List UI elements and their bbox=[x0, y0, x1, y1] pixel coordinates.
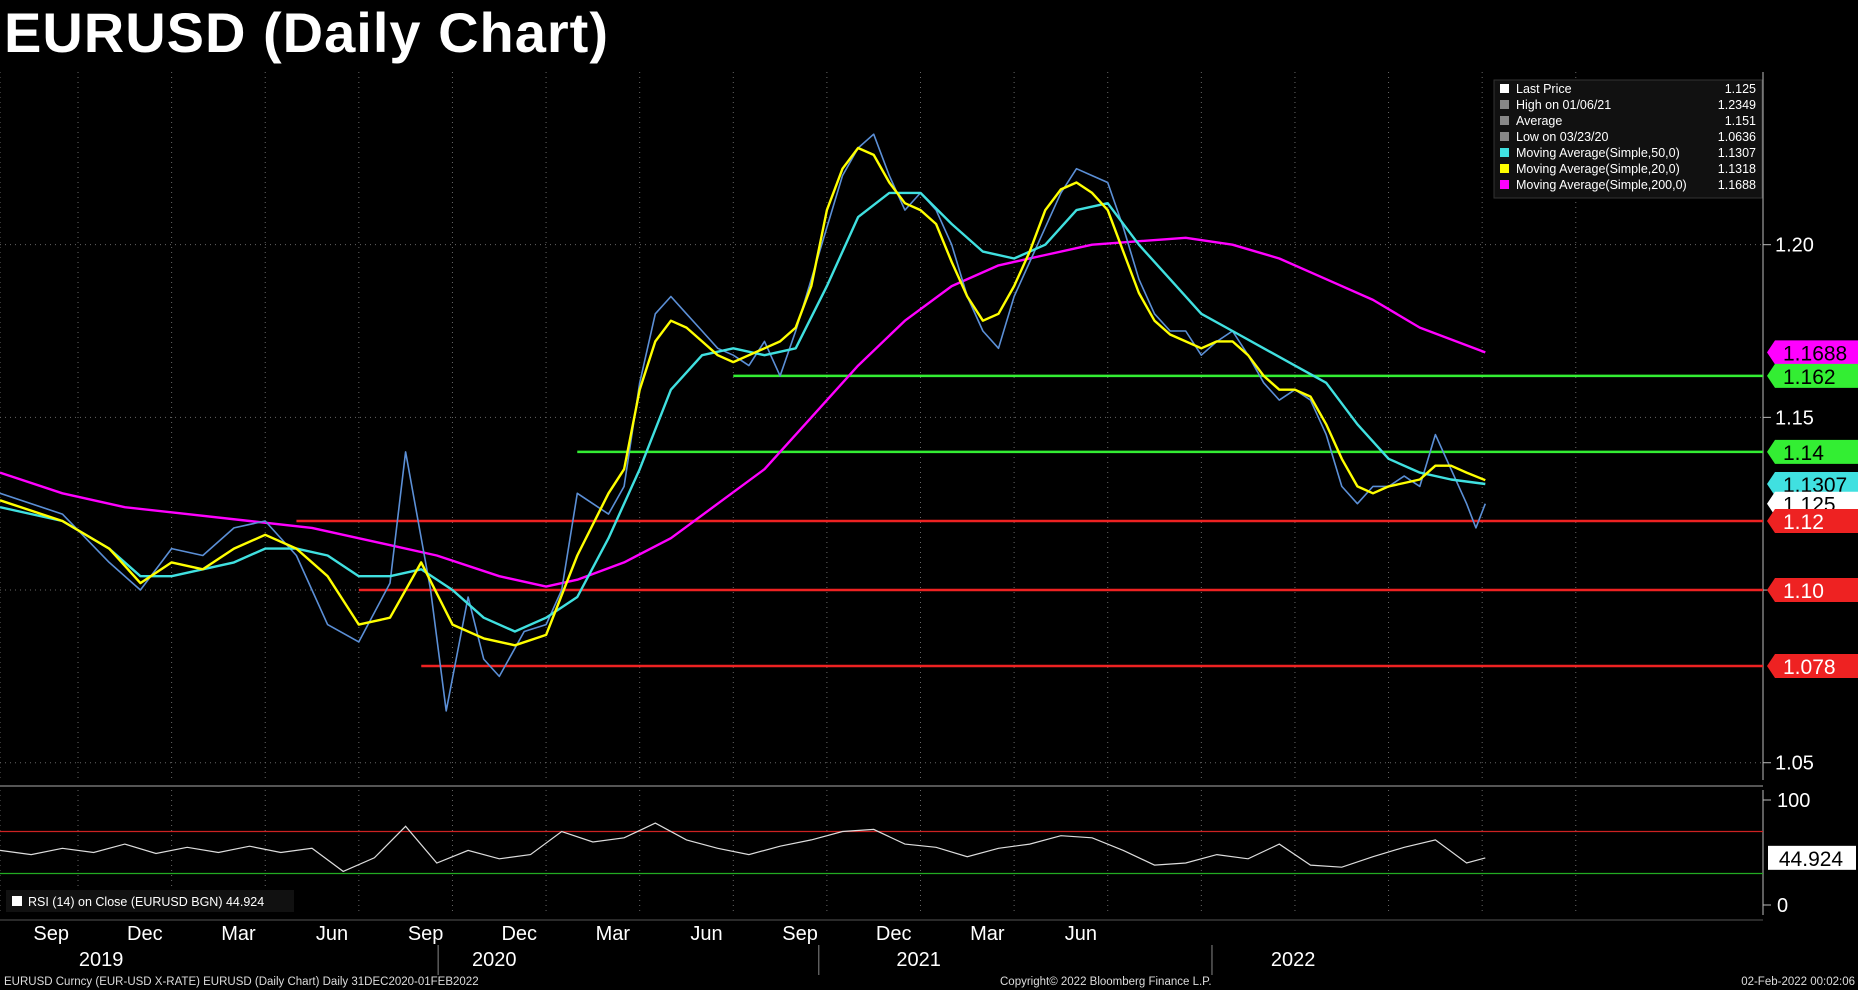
price-tag-label: 1.12 bbox=[1783, 511, 1824, 534]
price-tag-bg bbox=[1767, 472, 1858, 497]
legend-label: Moving Average(Simple,200,0) bbox=[1516, 178, 1687, 192]
price-tag-bg bbox=[1767, 363, 1858, 388]
rsi-legend-background bbox=[6, 890, 294, 912]
main-grid bbox=[0, 72, 1763, 915]
x-year-label: 2020 bbox=[472, 949, 517, 971]
price-tag-1.12: 1.12 bbox=[1767, 508, 1858, 534]
y-tick-label: 1.20 bbox=[1775, 235, 1814, 257]
price-tag-label: 1.10 bbox=[1783, 580, 1824, 603]
price-tag-1.1307: 1.1307 bbox=[1767, 472, 1858, 497]
x-month-label: Jun bbox=[316, 923, 348, 945]
x-month-label: Mar bbox=[970, 923, 1005, 945]
price-tag-label: 1.078 bbox=[1783, 656, 1836, 679]
legend-swatch bbox=[1500, 132, 1509, 141]
series-line-last-price bbox=[0, 133, 1487, 712]
price-tag-1.10: 1.10 bbox=[1767, 578, 1858, 603]
price-tag-1.162: 1.162 bbox=[1767, 363, 1858, 389]
price-tag-label: 1.1307 bbox=[1783, 474, 1847, 497]
legend-label: Last Price bbox=[1516, 82, 1572, 96]
legend-value: 1.125 bbox=[1725, 82, 1756, 96]
legend-swatch bbox=[1500, 100, 1509, 109]
x-month-label: Jun bbox=[690, 923, 722, 945]
legend-value: 1.1307 bbox=[1718, 146, 1756, 160]
footer: EURUSD Curncy (EUR-USD X-RATE) EURUSD (D… bbox=[4, 976, 1855, 988]
x-month-label: Sep bbox=[782, 923, 818, 945]
series-line-moving-average-simple-200-0- bbox=[0, 236, 1486, 588]
price-tag-1.078: 1.078 bbox=[1767, 654, 1858, 679]
series-line-moving-average-simple-50-0- bbox=[0, 191, 1486, 633]
price-tag-label: 1.1688 bbox=[1783, 342, 1847, 365]
legend-swatch bbox=[1500, 180, 1509, 189]
x-month-label: Mar bbox=[221, 923, 256, 945]
page-title: EURUSD (Daily Chart) bbox=[4, 1, 609, 64]
x-year-label: 2022 bbox=[1271, 949, 1316, 971]
rsi-line bbox=[0, 822, 1486, 873]
legend-swatch bbox=[1500, 84, 1509, 93]
price-tag-1.1688: 1.1688 bbox=[1767, 340, 1858, 365]
price-tag-bg bbox=[1767, 578, 1858, 603]
x-month-label: Mar bbox=[596, 923, 631, 945]
price-tag-label: 1.14 bbox=[1783, 442, 1824, 465]
rsi-tick-label: 100 bbox=[1777, 790, 1810, 812]
rsi-value-tag bbox=[1768, 845, 1856, 870]
legend-value: 1.1688 bbox=[1718, 178, 1756, 192]
x-month-label: Sep bbox=[33, 923, 69, 945]
x-month-label: Dec bbox=[501, 923, 537, 945]
series-layer bbox=[0, 133, 1487, 712]
levels-layer bbox=[296, 374, 1763, 668]
x-month-label: Jun bbox=[1065, 923, 1097, 945]
x-year-label: 2019 bbox=[79, 949, 124, 971]
legend-label: Average bbox=[1516, 114, 1562, 128]
legend-value: 1.0636 bbox=[1718, 130, 1756, 144]
x-month-label: Dec bbox=[876, 923, 912, 945]
price-tag-bg bbox=[1767, 439, 1858, 464]
legend-value: 1.1318 bbox=[1718, 162, 1756, 176]
x-axis-layer: Sep Dec Mar Jun Sep Dec Mar Jun Sep Dec Mar Jun 2019… bbox=[0, 919, 1763, 975]
footer-center: Copyright© 2022 Bloomberg Finance L.P. bbox=[1000, 976, 1212, 988]
legend-label: Moving Average(Simple,20,0) bbox=[1516, 162, 1680, 176]
legend-value: 1.151 bbox=[1725, 114, 1756, 128]
legend-swatch bbox=[1500, 116, 1509, 125]
price-tag-label: 1.162 bbox=[1783, 366, 1836, 389]
legend-label: Moving Average(Simple,50,0) bbox=[1516, 146, 1680, 160]
rsi-legend: RSI (14) on Close (EURUSD BGN) 44.924 bbox=[6, 890, 294, 912]
price-tag-1.14: 1.14 bbox=[1767, 439, 1858, 465]
legend-box: Last Price 1.125 High on 01/06/21 1.2349 Ave… bbox=[1493, 79, 1763, 199]
footer-right: 02-Feb-2022 00:02:06 bbox=[1741, 976, 1855, 988]
legend-label: Low on 03/23/20 bbox=[1516, 130, 1608, 144]
price-tag-bg bbox=[1767, 654, 1858, 679]
legend-swatch bbox=[1500, 148, 1509, 157]
rsi-legend-swatch bbox=[12, 896, 22, 906]
rsi-tick-label: 0 bbox=[1777, 895, 1788, 917]
legend-label: High on 01/06/21 bbox=[1516, 98, 1611, 112]
price-tag-bg bbox=[1767, 340, 1858, 365]
rsi-value-tag-label: 44.924 bbox=[1779, 848, 1844, 871]
footer-left: EURUSD Curncy (EUR-USD X-RATE) EURUSD (D… bbox=[4, 976, 479, 988]
x-month-label: Sep bbox=[408, 923, 444, 945]
series-line-moving-average-simple-20-0- bbox=[0, 146, 1486, 647]
x-month-label: Dec bbox=[127, 923, 163, 945]
x-year-label: 2021 bbox=[896, 949, 941, 971]
price-tag-bg bbox=[1767, 508, 1858, 533]
rsi-legend-label: RSI (14) on Close (EURUSD BGN) 44.924 bbox=[28, 895, 264, 909]
legend-value: 1.2349 bbox=[1718, 98, 1756, 112]
rsi-layer: 100 0 44.924 bbox=[0, 790, 1856, 917]
y-tick-label: 1.15 bbox=[1775, 407, 1814, 429]
legend-swatch bbox=[1500, 164, 1509, 173]
y-tick-label: 1.05 bbox=[1775, 753, 1814, 775]
legend-background bbox=[1493, 79, 1763, 199]
